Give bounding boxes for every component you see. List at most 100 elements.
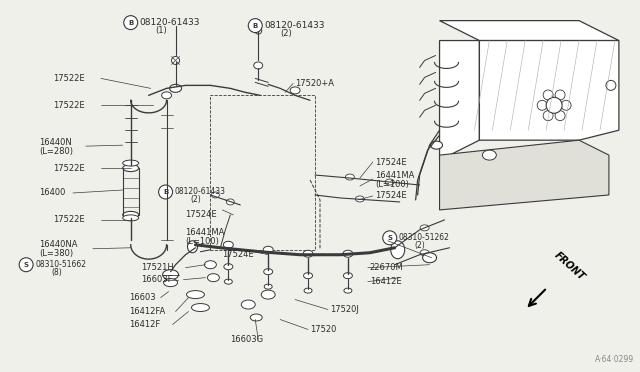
Text: (2): (2): [280, 29, 292, 38]
Text: 16412FA: 16412FA: [129, 307, 165, 316]
Ellipse shape: [263, 246, 273, 253]
Text: 17524E: 17524E: [375, 158, 406, 167]
Ellipse shape: [186, 291, 204, 299]
Text: 17521H: 17521H: [141, 263, 173, 272]
Text: (2): (2): [191, 195, 201, 205]
Bar: [211, 95, 315, 250]
Ellipse shape: [170, 84, 182, 92]
Text: 16603G: 16603G: [230, 335, 264, 344]
Text: S: S: [24, 262, 29, 268]
Ellipse shape: [204, 261, 216, 269]
Circle shape: [555, 90, 565, 100]
Ellipse shape: [241, 300, 255, 309]
Polygon shape: [440, 20, 619, 41]
Circle shape: [543, 111, 553, 121]
Text: 16440NA: 16440NA: [39, 240, 77, 249]
Ellipse shape: [355, 196, 364, 202]
Text: 17522E: 17522E: [53, 164, 84, 173]
Circle shape: [546, 97, 562, 113]
Ellipse shape: [420, 225, 429, 231]
Ellipse shape: [346, 174, 355, 180]
Ellipse shape: [290, 87, 300, 94]
Text: (L=280): (L=280): [39, 147, 73, 155]
Text: B: B: [253, 23, 258, 29]
Ellipse shape: [253, 62, 262, 69]
Circle shape: [248, 19, 262, 33]
Ellipse shape: [211, 192, 220, 198]
Text: 08120-61433: 08120-61433: [264, 21, 324, 30]
Ellipse shape: [123, 215, 139, 221]
Ellipse shape: [255, 27, 262, 34]
Ellipse shape: [344, 288, 352, 293]
Ellipse shape: [483, 150, 497, 160]
Circle shape: [543, 90, 553, 100]
Text: 08120-61433: 08120-61433: [140, 18, 200, 27]
Text: B: B: [128, 20, 133, 26]
Text: (8): (8): [51, 268, 61, 277]
Text: 17522E: 17522E: [53, 101, 84, 110]
Text: 08310-51262: 08310-51262: [399, 233, 449, 242]
Text: 16603: 16603: [129, 293, 156, 302]
Ellipse shape: [123, 164, 139, 171]
Circle shape: [124, 16, 138, 30]
Text: 16441MA: 16441MA: [375, 170, 414, 180]
Ellipse shape: [250, 314, 262, 321]
Text: 16412E: 16412E: [370, 277, 401, 286]
Text: 16603F: 16603F: [141, 275, 172, 284]
Polygon shape: [479, 41, 619, 140]
Ellipse shape: [431, 141, 442, 149]
Ellipse shape: [344, 273, 353, 279]
Circle shape: [383, 231, 397, 245]
Ellipse shape: [391, 241, 404, 259]
Ellipse shape: [261, 290, 275, 299]
Ellipse shape: [227, 199, 234, 205]
Polygon shape: [440, 41, 479, 160]
Ellipse shape: [303, 273, 312, 279]
Text: (2): (2): [415, 241, 426, 250]
Ellipse shape: [207, 274, 220, 282]
Text: 08310-51662: 08310-51662: [35, 260, 86, 269]
Text: 17520J: 17520J: [330, 305, 359, 314]
Text: 16441MA: 16441MA: [186, 228, 225, 237]
Ellipse shape: [422, 253, 436, 263]
Circle shape: [561, 100, 571, 110]
Text: 16412F: 16412F: [129, 320, 160, 329]
Ellipse shape: [172, 57, 180, 64]
Polygon shape: [440, 140, 609, 210]
Text: 17520: 17520: [310, 325, 337, 334]
Ellipse shape: [225, 279, 232, 284]
Circle shape: [606, 80, 616, 90]
Text: 16400: 16400: [39, 189, 65, 198]
Text: FRONT: FRONT: [552, 250, 586, 283]
Text: (L=100): (L=100): [186, 237, 220, 246]
Text: 22670M: 22670M: [370, 263, 404, 272]
Ellipse shape: [223, 241, 234, 248]
Text: (1): (1): [156, 26, 168, 35]
Ellipse shape: [264, 269, 273, 275]
Text: (L=380): (L=380): [39, 249, 73, 258]
Text: B: B: [163, 189, 168, 195]
Ellipse shape: [420, 250, 429, 256]
Text: 08120-61433: 08120-61433: [175, 187, 225, 196]
Text: 17520+A: 17520+A: [295, 79, 334, 88]
Ellipse shape: [191, 304, 209, 311]
Ellipse shape: [343, 250, 353, 257]
Ellipse shape: [188, 241, 198, 253]
Ellipse shape: [123, 211, 139, 218]
Text: S: S: [387, 235, 392, 241]
Ellipse shape: [304, 288, 312, 293]
Circle shape: [555, 111, 565, 121]
Ellipse shape: [264, 284, 272, 289]
Ellipse shape: [385, 179, 394, 185]
Text: 17522E: 17522E: [53, 215, 84, 224]
Ellipse shape: [303, 250, 313, 257]
Ellipse shape: [161, 92, 172, 99]
Text: (L=100): (L=100): [375, 180, 409, 189]
Ellipse shape: [224, 264, 233, 270]
Circle shape: [537, 100, 547, 110]
Text: 17524E: 17524E: [186, 211, 217, 219]
Text: 17524E: 17524E: [222, 250, 254, 259]
Text: 16440N: 16440N: [39, 138, 72, 147]
Circle shape: [159, 185, 173, 199]
Ellipse shape: [123, 160, 139, 166]
